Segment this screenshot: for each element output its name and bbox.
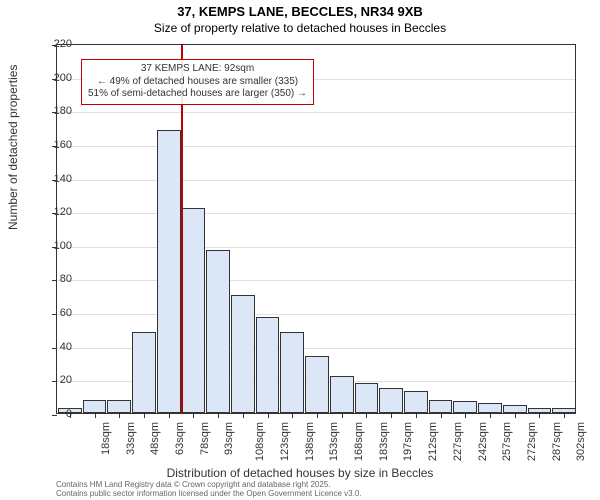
histogram-bar	[182, 208, 206, 413]
ytick-label: 0	[32, 408, 72, 420]
xtick-label: 93sqm	[223, 422, 235, 455]
xtick-label: 242sqm	[477, 422, 489, 461]
xtick-mark	[539, 413, 540, 418]
ytick-label: 40	[32, 341, 72, 353]
gridline	[57, 280, 575, 281]
xtick-label: 108sqm	[254, 422, 266, 461]
histogram-bar	[330, 376, 354, 413]
x-axis-label: Distribution of detached houses by size …	[0, 466, 600, 480]
xtick-label: 287sqm	[551, 422, 563, 461]
xtick-mark	[292, 413, 293, 418]
xtick-label: 33sqm	[125, 422, 137, 455]
histogram-bar	[83, 400, 107, 413]
histogram-bar	[404, 391, 428, 413]
chart-area: 37 KEMPS LANE: 92sqm ← 49% of detached h…	[56, 44, 576, 414]
xtick-mark	[193, 413, 194, 418]
xtick-mark	[144, 413, 145, 418]
ytick-label: 200	[32, 72, 72, 84]
xtick-mark	[342, 413, 343, 418]
xtick-mark	[564, 413, 565, 418]
xtick-mark	[243, 413, 244, 418]
plot-area: 37 KEMPS LANE: 92sqm ← 49% of detached h…	[56, 44, 576, 414]
histogram-bar	[132, 332, 156, 413]
xtick-label: 183sqm	[378, 422, 390, 461]
annotation-line2: ← 49% of detached houses are smaller (33…	[88, 76, 307, 89]
attribution-line1: Contains HM Land Registry data © Crown c…	[56, 480, 362, 489]
ytick-label: 180	[32, 105, 72, 117]
histogram-bar	[429, 400, 453, 413]
xtick-label: 18sqm	[100, 422, 112, 455]
xtick-label: 212sqm	[427, 422, 439, 461]
attribution: Contains HM Land Registry data © Crown c…	[56, 480, 362, 498]
xtick-label: 302sqm	[576, 422, 588, 461]
xtick-mark	[95, 413, 96, 418]
xtick-mark	[465, 413, 466, 418]
xtick-mark	[391, 413, 392, 418]
ytick-label: 140	[32, 173, 72, 185]
histogram-bar	[231, 295, 255, 413]
annotation-box: 37 KEMPS LANE: 92sqm ← 49% of detached h…	[81, 59, 314, 105]
ytick-label: 120	[32, 206, 72, 218]
xtick-mark	[268, 413, 269, 418]
xtick-label: 272sqm	[526, 422, 538, 461]
page-title: 37, KEMPS LANE, BECCLES, NR34 9XB	[0, 4, 600, 19]
xtick-label: 48sqm	[149, 422, 161, 455]
gridline	[57, 247, 575, 248]
ytick-label: 60	[32, 307, 72, 319]
ytick-label: 160	[32, 139, 72, 151]
xtick-mark	[317, 413, 318, 418]
histogram-bar	[478, 403, 502, 413]
gridline	[57, 314, 575, 315]
xtick-label: 227sqm	[452, 422, 464, 461]
xtick-label: 257sqm	[501, 422, 513, 461]
gridline	[57, 180, 575, 181]
xtick-mark	[515, 413, 516, 418]
gridline	[57, 146, 575, 147]
histogram-bar	[256, 317, 280, 413]
histogram-bar	[453, 401, 477, 413]
xtick-mark	[490, 413, 491, 418]
ytick-label: 220	[32, 38, 72, 50]
histogram-bar	[157, 130, 181, 413]
attribution-line2: Contains public sector information licen…	[56, 489, 362, 498]
histogram-bar	[379, 388, 403, 413]
histogram-bar	[503, 405, 527, 413]
xtick-label: 197sqm	[403, 422, 415, 461]
ytick-label: 80	[32, 273, 72, 285]
page-subtitle: Size of property relative to detached ho…	[0, 21, 600, 35]
ytick-label: 100	[32, 240, 72, 252]
gridline	[57, 112, 575, 113]
xtick-label: 138sqm	[304, 422, 316, 461]
xtick-mark	[441, 413, 442, 418]
xtick-label: 168sqm	[353, 422, 365, 461]
histogram-bar	[107, 400, 131, 413]
xtick-mark	[366, 413, 367, 418]
histogram-bar	[355, 383, 379, 413]
annotation-line1: 37 KEMPS LANE: 92sqm	[88, 63, 307, 76]
histogram-bar	[305, 356, 329, 413]
histogram-bar	[280, 332, 304, 413]
xtick-label: 123sqm	[279, 422, 291, 461]
y-axis-label: Number of detached properties	[6, 65, 20, 230]
xtick-mark	[119, 413, 120, 418]
xtick-label: 78sqm	[199, 422, 211, 455]
annotation-line3: 51% of semi-detached houses are larger (…	[88, 88, 307, 101]
xtick-label: 63sqm	[174, 422, 186, 455]
histogram-bar	[206, 250, 230, 413]
xtick-label: 153sqm	[328, 422, 340, 461]
xtick-mark	[416, 413, 417, 418]
gridline	[57, 213, 575, 214]
ytick-label: 20	[32, 374, 72, 386]
xtick-mark	[169, 413, 170, 418]
xtick-mark	[218, 413, 219, 418]
